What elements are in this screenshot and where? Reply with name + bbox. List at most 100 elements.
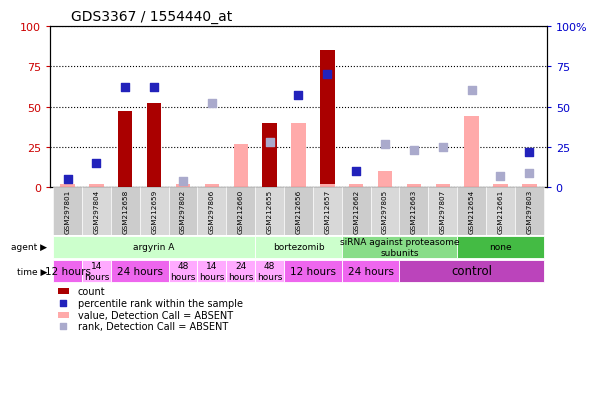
Bar xyxy=(320,51,335,188)
Text: 48
hours: 48 hours xyxy=(257,262,282,281)
Point xyxy=(150,85,159,91)
Text: GSM212657: GSM212657 xyxy=(324,189,330,233)
Bar xyxy=(118,112,132,188)
Bar xyxy=(522,185,537,188)
Bar xyxy=(53,188,82,235)
Text: GSM212662: GSM212662 xyxy=(353,189,359,233)
Point xyxy=(121,85,130,91)
Text: 24 hours: 24 hours xyxy=(348,266,394,276)
Bar xyxy=(82,188,111,235)
Bar xyxy=(53,236,255,259)
Text: GSM297802: GSM297802 xyxy=(180,189,186,233)
Text: GSM212654: GSM212654 xyxy=(469,189,475,233)
Point xyxy=(409,147,418,154)
Bar xyxy=(457,188,486,235)
Bar xyxy=(255,236,342,259)
Text: 14
hours: 14 hours xyxy=(84,262,109,281)
Text: GSM212663: GSM212663 xyxy=(411,189,417,233)
Text: GDS3367 / 1554440_at: GDS3367 / 1554440_at xyxy=(71,10,232,24)
Text: GSM297806: GSM297806 xyxy=(209,189,215,233)
Text: GSM297807: GSM297807 xyxy=(440,189,446,233)
Bar xyxy=(349,185,363,188)
Text: value, Detection Call = ABSENT: value, Detection Call = ABSENT xyxy=(77,310,233,320)
Bar xyxy=(226,188,255,235)
Text: agent ▶: agent ▶ xyxy=(11,243,47,252)
Point xyxy=(525,149,534,156)
Point xyxy=(63,176,72,183)
Bar xyxy=(168,188,197,235)
Text: 48
hours: 48 hours xyxy=(170,262,196,281)
Bar xyxy=(262,123,277,188)
Bar xyxy=(342,188,371,235)
Text: GSM297803: GSM297803 xyxy=(527,189,532,233)
Bar xyxy=(407,185,421,188)
Text: GSM212656: GSM212656 xyxy=(296,189,301,233)
Text: percentile rank within the sample: percentile rank within the sample xyxy=(77,298,242,308)
Bar xyxy=(226,260,255,282)
Point xyxy=(59,300,68,306)
Bar xyxy=(465,117,479,188)
Text: time ▶: time ▶ xyxy=(17,267,47,276)
Text: siRNA against proteasome
subunits: siRNA against proteasome subunits xyxy=(340,238,459,257)
Bar xyxy=(313,188,342,235)
Text: rank, Detection Call = ABSENT: rank, Detection Call = ABSENT xyxy=(77,322,228,332)
Point xyxy=(381,141,390,148)
Point xyxy=(178,178,188,185)
Text: control: control xyxy=(451,265,492,278)
Bar xyxy=(320,185,335,188)
Bar xyxy=(342,236,457,259)
Bar xyxy=(204,185,219,188)
Point xyxy=(467,88,476,95)
Point xyxy=(294,93,303,100)
Point xyxy=(323,72,332,78)
Text: bortezomib: bortezomib xyxy=(272,243,324,252)
Text: GSM297801: GSM297801 xyxy=(64,189,70,233)
Text: count: count xyxy=(77,286,105,296)
Bar xyxy=(168,260,197,282)
Bar xyxy=(197,188,226,235)
Text: GSM212655: GSM212655 xyxy=(267,189,272,233)
Text: GSM212658: GSM212658 xyxy=(122,189,128,233)
Bar xyxy=(139,188,168,235)
Point xyxy=(265,140,274,146)
Text: GSM297804: GSM297804 xyxy=(93,189,99,233)
Bar xyxy=(400,188,428,235)
Bar xyxy=(284,260,342,282)
Bar xyxy=(60,185,75,188)
Text: GSM212661: GSM212661 xyxy=(498,189,504,233)
Point xyxy=(525,170,534,177)
Text: GSM212659: GSM212659 xyxy=(151,189,157,233)
Bar xyxy=(176,185,190,188)
Text: argyrin A: argyrin A xyxy=(134,243,175,252)
Bar xyxy=(378,172,392,188)
Bar xyxy=(89,185,103,188)
Bar xyxy=(89,185,103,188)
Point xyxy=(92,160,101,167)
Text: 24
hours: 24 hours xyxy=(228,262,254,281)
Bar xyxy=(58,312,69,318)
Bar xyxy=(147,104,161,188)
Text: none: none xyxy=(489,243,512,252)
Bar xyxy=(428,188,457,235)
Bar xyxy=(493,185,508,188)
Bar xyxy=(284,188,313,235)
Text: 12 hours: 12 hours xyxy=(290,266,336,276)
Bar xyxy=(197,260,226,282)
Bar xyxy=(486,188,515,235)
Bar xyxy=(400,260,544,282)
Bar xyxy=(233,145,248,188)
Point xyxy=(352,169,361,175)
Point xyxy=(496,173,505,180)
Point xyxy=(438,144,447,151)
Bar xyxy=(82,260,111,282)
Text: GSM212660: GSM212660 xyxy=(238,189,243,233)
Point xyxy=(207,101,216,107)
Bar xyxy=(342,260,400,282)
Point xyxy=(59,323,68,330)
Bar xyxy=(436,185,450,188)
Bar xyxy=(53,260,82,282)
Text: GSM297805: GSM297805 xyxy=(382,189,388,233)
Bar xyxy=(255,188,284,235)
Bar xyxy=(60,185,75,188)
Bar xyxy=(111,260,168,282)
